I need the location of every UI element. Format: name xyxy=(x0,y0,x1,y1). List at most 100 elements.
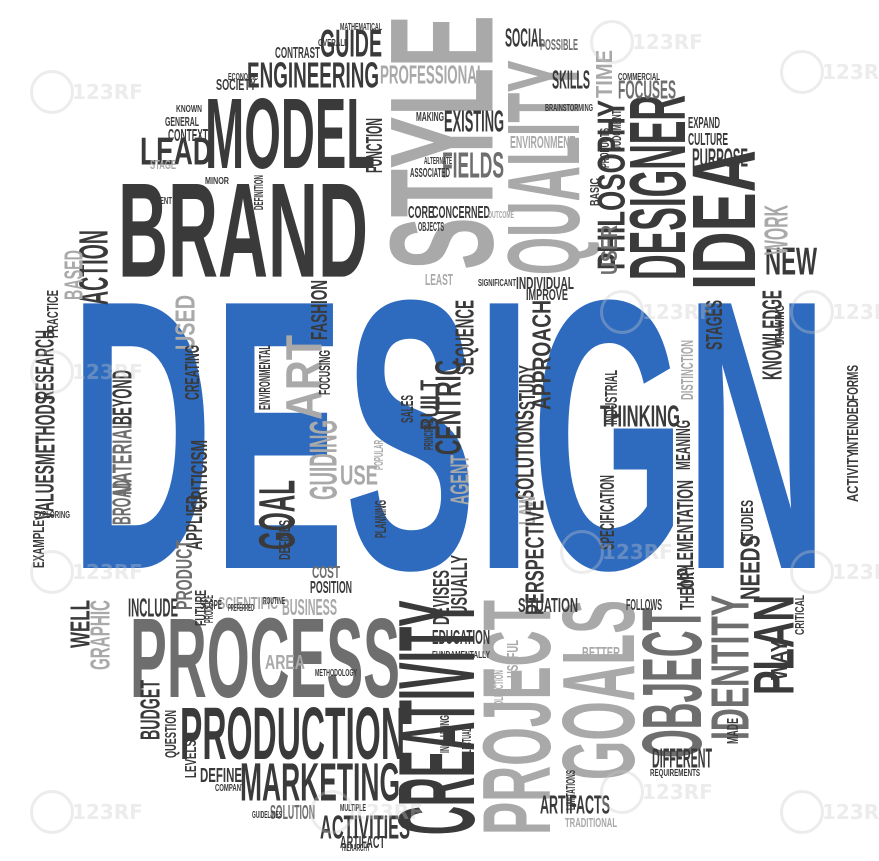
word-significant: SIGNIFICANT xyxy=(478,278,517,289)
word-creating: CREATING xyxy=(181,344,204,400)
word-practice: PRACTICE xyxy=(45,289,62,338)
word-commercial: COMMERCIAL xyxy=(618,72,661,83)
word-preferred: PREFERRED xyxy=(228,603,255,614)
word-context: CONTEXT xyxy=(168,125,209,145)
word-company: COMPANY xyxy=(215,783,246,794)
word-define: DEFINE xyxy=(200,764,243,787)
camera-lens-icon xyxy=(590,20,634,64)
word-guide: GUIDE xyxy=(320,23,383,66)
word-produce: PRODUCE xyxy=(201,594,216,623)
word-sequence: SEQUENCE xyxy=(450,299,480,375)
word-function: FUNCTION xyxy=(361,117,387,173)
word-design: DESIGN xyxy=(70,219,829,650)
word-limitations: LIMITATIONS xyxy=(563,769,578,810)
word-planning: PLANNING xyxy=(373,499,390,538)
word-alternate: ALTERNATE xyxy=(424,156,453,167)
word-specification: SPECIFICATION xyxy=(596,474,619,550)
word-methods: METHODS xyxy=(30,395,62,465)
watermark-text: 123RF xyxy=(822,800,879,824)
word-core: CORE xyxy=(408,202,435,222)
word-purpose: PURPOSE xyxy=(692,143,749,173)
watermark-text: 123RF xyxy=(72,800,143,824)
watermark-text: 123RF xyxy=(72,560,143,584)
word-budget: BUDGET xyxy=(135,679,167,740)
camera-lens-icon xyxy=(790,290,834,334)
word-drawing: DRAWING xyxy=(772,304,787,345)
word-artifact: ARTIFACT xyxy=(340,832,386,852)
word-including: INCLUDING xyxy=(437,714,452,753)
word-associated: ASSOCIATED xyxy=(410,165,451,180)
word-requirements: REQUIREMENTS xyxy=(650,768,701,779)
word-devises: DEVISES xyxy=(428,569,454,625)
word-client: CLIENT xyxy=(150,196,173,207)
word-object: OBJECT xyxy=(625,607,720,758)
word-concerned: CONCERNED xyxy=(432,202,491,222)
word-studies: STUDIES xyxy=(737,499,757,545)
word-methodology: METHODOLOGY xyxy=(315,668,358,679)
word-defines: DEFINES xyxy=(277,519,294,560)
word-useful: USEFUL xyxy=(505,640,522,678)
word-fields: FIELDS xyxy=(442,145,505,186)
word-outcome: OUTCOME xyxy=(488,210,515,221)
watermark-text: 123RF xyxy=(352,800,423,824)
word-include: INCLUDE xyxy=(128,593,179,623)
word-distinction: DISTINCTION xyxy=(677,339,697,400)
word-objects: OBJECTS xyxy=(418,219,445,234)
word-overall: OVERALL xyxy=(318,38,349,49)
word-guiding: GUIDING xyxy=(303,419,346,500)
word-based: BASED xyxy=(59,249,89,300)
word-scope: SCOPE xyxy=(200,597,223,612)
camera-lens-icon xyxy=(790,550,834,594)
word-solutions: SOLUTIONS xyxy=(510,409,540,500)
watermark-text: 123RF xyxy=(822,60,879,84)
word-cost: COST xyxy=(312,562,341,582)
camera-lens-icon xyxy=(560,530,604,574)
word-general: GENERAL xyxy=(165,114,200,129)
word-mathematical: MATHEMATICAL xyxy=(340,22,383,33)
camera-lens-icon xyxy=(30,70,74,114)
watermark-text: 123RF xyxy=(832,560,879,584)
word-routine: ROUTINE xyxy=(263,596,286,607)
word-broad: BROAD xyxy=(107,479,137,525)
word-model: MODEL xyxy=(205,78,376,190)
word-sales: SALES xyxy=(397,394,417,423)
word-popular: POPULAR xyxy=(371,439,386,470)
word-follows: FOLLOWS xyxy=(626,597,663,614)
camera-lens-icon xyxy=(780,50,824,94)
word-situation: SITUATION xyxy=(518,594,579,617)
word-product: PRODUCT xyxy=(171,539,197,610)
word-judgment: JUDGMENT xyxy=(609,109,624,150)
word-focusing: FOCUSING xyxy=(317,349,334,395)
word-collection: COLLECTION xyxy=(491,669,506,710)
word-stage: STAGE xyxy=(150,157,177,172)
word-forms: FORMS xyxy=(845,364,862,401)
camera-lens-icon xyxy=(310,790,354,834)
watermark-text: 123RF xyxy=(832,300,879,324)
word-brainstorming: BRAINSTORMING xyxy=(545,103,594,114)
word-production: PRODUCTION xyxy=(180,692,406,776)
word-solution: SOLUTION xyxy=(270,801,316,824)
word-minor: MINOR xyxy=(205,176,230,187)
word-economic: ECONOMIC xyxy=(228,72,259,83)
word-individual: INDIVIDUAL xyxy=(516,273,575,293)
word-levels: LEVELS xyxy=(183,739,200,778)
word-thinking: THINKING xyxy=(600,399,681,434)
watermark-text: 123RF xyxy=(642,300,713,324)
word-fundamentally: FUNDAMENTALLY xyxy=(432,650,491,661)
word-study: STUDY xyxy=(514,364,540,410)
camera-lens-icon xyxy=(600,290,644,334)
camera-lens-icon xyxy=(600,770,644,814)
watermark-text: 123RF xyxy=(642,780,713,804)
word-environmental: ENVIRONMENTAL xyxy=(257,344,274,410)
word-position: POSITION xyxy=(310,577,353,597)
word-focuses: FOCUSES xyxy=(618,75,677,105)
word-made: MADE xyxy=(725,717,742,744)
word-used: USED xyxy=(170,294,202,350)
word-area: AREA xyxy=(265,651,306,674)
watermark-text: 123RF xyxy=(632,30,703,54)
word-different: DIFFERENT xyxy=(652,743,713,775)
word-education: EDUCATION xyxy=(432,626,491,649)
word-exploring: EXPLORING xyxy=(34,510,71,521)
word-way: WAY xyxy=(766,639,792,680)
word-intellectual: INTELLECTUAL xyxy=(459,727,474,768)
